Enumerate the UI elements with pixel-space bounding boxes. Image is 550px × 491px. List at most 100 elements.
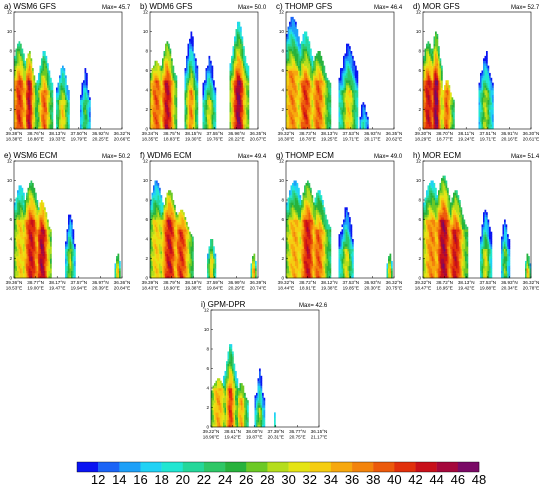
heatmap-cell: [66, 116, 69, 120]
heatmap-cell: [433, 87, 436, 91]
heatmap-cell: [44, 63, 46, 66]
heatmap-cell: [229, 116, 232, 120]
heatmap-cell: [426, 46, 428, 49]
heatmap-cell: [320, 121, 323, 125]
heatmap-cell: [287, 124, 290, 127]
heatmap-cell: [83, 121, 85, 125]
heatmap-cell: [231, 63, 233, 66]
heatmap-cell: [208, 119, 211, 122]
heatmap-cell: [453, 126, 455, 130]
heatmap-cell: [296, 41, 299, 44]
heatmap-cell: [186, 94, 188, 98]
heatmap-cell: [166, 77, 169, 81]
heatmap-cell: [246, 119, 248, 122]
heatmap-cell: [343, 70, 345, 74]
heatmap-cell: [292, 33, 294, 37]
heatmap-cell: [80, 121, 82, 125]
heatmap-cell: [232, 94, 235, 98]
heatmap-cell: [298, 124, 300, 127]
heatmap-cell: [68, 126, 70, 130]
heatmap-cell: [27, 75, 30, 79]
heatmap-cell: [308, 111, 311, 115]
heatmap-cell: [234, 41, 236, 44]
heatmap-cell: [307, 41, 309, 44]
heatmap-cell: [478, 102, 481, 105]
heatmap-cell: [237, 126, 239, 130]
heatmap-cell: [447, 87, 449, 91]
heatmap-cell: [81, 102, 84, 105]
heatmap-cell: [340, 111, 342, 115]
heatmap-cell: [243, 107, 245, 110]
heatmap-cell: [234, 80, 236, 83]
heatmap-cell: [26, 90, 28, 93]
heatmap-cell: [190, 60, 193, 64]
heatmap-cell: [329, 124, 332, 127]
heatmap-cell: [292, 92, 294, 96]
heatmap-cell: [24, 82, 27, 86]
heatmap-cell: [290, 111, 293, 115]
heatmap-cell: [32, 121, 34, 125]
heatmap-cell: [299, 75, 302, 79]
heatmap-cell: [172, 90, 175, 93]
heatmap-cell: [302, 102, 305, 105]
heatmap-cell: [65, 90, 67, 93]
heatmap-cell: [15, 248, 18, 252]
heatmap-cell: [325, 90, 327, 93]
heatmap-cell: [450, 102, 452, 105]
heatmap-cell: [36, 85, 39, 88]
heatmap-cell: [39, 80, 42, 83]
heatmap-cell: [310, 87, 312, 91]
heatmap-cell: [350, 104, 353, 108]
heatmap-cell: [184, 82, 187, 86]
heatmap-cell: [448, 124, 451, 127]
heatmap-cell: [447, 114, 449, 118]
heatmap-cell: [290, 16, 293, 20]
heatmap-cell: [20, 70, 22, 74]
heatmap-cell: [168, 58, 170, 61]
heatmap-cell: [289, 90, 291, 93]
heatmap-cell: [426, 126, 428, 130]
heatmap-cell: [205, 102, 208, 105]
heatmap-cell: [231, 70, 233, 74]
heatmap-cell: [487, 75, 490, 79]
heatmap-cell: [344, 82, 347, 86]
heatmap-cell: [247, 65, 250, 69]
heatmap-cell: [65, 97, 67, 100]
heatmap-cell: [235, 65, 238, 69]
heatmap-cell: [232, 121, 235, 125]
heatmap-cell: [36, 107, 39, 110]
heatmap-cell: [29, 85, 31, 88]
heatmap-cell: [307, 53, 309, 57]
heatmap-cell: [15, 268, 18, 271]
heatmap-cell: [156, 85, 158, 88]
heatmap-cell: [344, 77, 347, 81]
heatmap-cell: [296, 82, 299, 86]
heatmap-cell: [163, 55, 166, 59]
heatmap-cell: [246, 111, 248, 115]
heatmap-cell: [17, 72, 19, 76]
heatmap-cell: [433, 72, 436, 76]
heatmap-cell: [484, 126, 487, 130]
heatmap-cell: [89, 111, 91, 115]
heatmap-cell: [205, 99, 208, 103]
heatmap-cell: [429, 94, 431, 98]
heatmap-cell: [29, 111, 31, 115]
heatmap-cell: [322, 102, 324, 105]
heatmap-cell: [435, 58, 437, 61]
heatmap-cell: [42, 121, 45, 125]
heatmap-cell: [298, 51, 300, 54]
heatmap-cell: [478, 99, 481, 103]
heatmap-cell: [489, 97, 491, 100]
heatmap-cell: [311, 97, 314, 100]
heatmap-cell: [290, 126, 293, 130]
heatmap-cell: [429, 90, 431, 93]
heatmap-cell: [87, 90, 90, 93]
heatmap-cell: [322, 72, 324, 76]
heatmap-cell: [229, 126, 232, 130]
heatmap-cell: [192, 102, 194, 105]
heatmap-cell: [213, 99, 215, 103]
heatmap-cell: [299, 53, 302, 57]
heatmap-cell: [210, 85, 212, 88]
heatmap-cell: [483, 85, 485, 88]
heatmap-cell: [231, 124, 233, 127]
